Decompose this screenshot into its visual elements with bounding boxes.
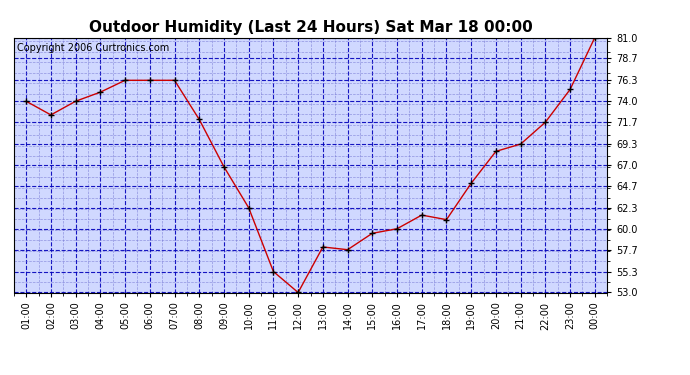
Text: Copyright 2006 Curtronics.com: Copyright 2006 Curtronics.com — [17, 43, 169, 52]
Title: Outdoor Humidity (Last 24 Hours) Sat Mar 18 00:00: Outdoor Humidity (Last 24 Hours) Sat Mar… — [88, 20, 533, 35]
